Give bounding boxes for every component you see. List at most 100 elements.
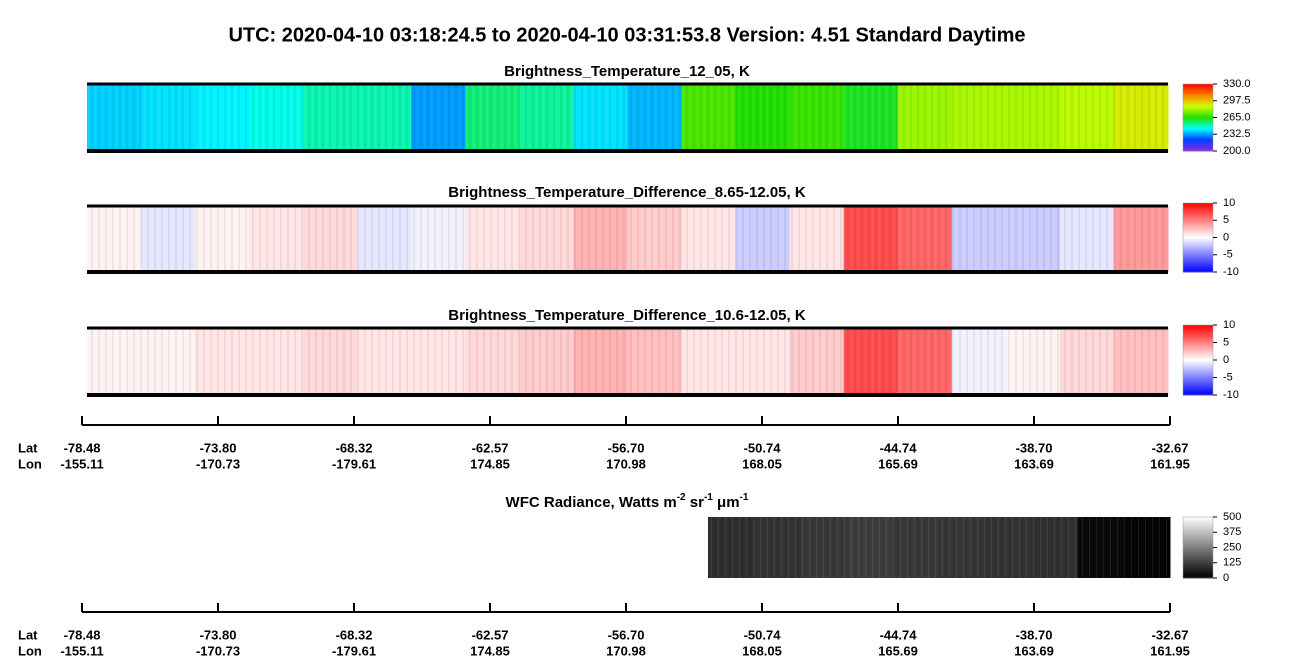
colorbar-cell (1183, 114, 1213, 116)
colorbar-tick-label: 5 (1223, 336, 1229, 348)
colorbar-cell (1183, 361, 1213, 363)
colorbar-cell (1183, 541, 1213, 543)
title-part: sr (686, 494, 705, 511)
colorbar-tick-label: 297.5 (1223, 95, 1251, 107)
colorbar-cell (1183, 547, 1213, 550)
colorbar-cell (1183, 142, 1213, 144)
colorbar-cell (1183, 576, 1213, 579)
colorbar-cell (1183, 209, 1213, 212)
colorbar-cell (1183, 121, 1213, 124)
colorbar-cell (1183, 563, 1213, 566)
lat-label: -62.57 (472, 440, 509, 455)
colorbar-cell (1183, 140, 1213, 143)
colorbar-cell (1183, 525, 1213, 527)
lon-label: -179.61 (332, 456, 376, 471)
colorbar-cell (1183, 364, 1213, 367)
superscript: -1 (704, 492, 713, 503)
lon-label: 168.05 (742, 643, 782, 658)
colorbar-cell (1183, 333, 1213, 335)
colorbar-cell (1183, 216, 1213, 219)
colorbar-cell (1183, 564, 1213, 567)
colorbar-cell (1183, 143, 1213, 145)
lon-label: -170.73 (196, 456, 240, 471)
colorbar-cell (1183, 517, 1213, 519)
colorbar-cell (1183, 343, 1213, 346)
colorbar-cell (1183, 89, 1213, 92)
lat-label: -56.70 (608, 627, 645, 642)
colorbar-cell (1183, 110, 1213, 113)
colorbar-cell (1183, 349, 1213, 352)
colorbar-cell (1183, 102, 1213, 105)
colorbar-tick-label: 265.0 (1223, 111, 1251, 123)
lon-label: 163.69 (1014, 456, 1054, 471)
colorbar-cell (1183, 571, 1213, 574)
lon-label: 161.95 (1150, 456, 1190, 471)
colorbar-cell (1183, 247, 1213, 250)
colorbar-cell (1183, 537, 1213, 539)
colorbar-cell (1183, 557, 1213, 560)
colorbar-cell (1183, 555, 1213, 558)
colorbar-cell (1183, 348, 1213, 350)
superscript: -2 (677, 492, 686, 503)
colorbar-cell (1183, 351, 1213, 354)
colorbar-tick-label: 375 (1223, 526, 1241, 538)
colorbar-cell (1183, 326, 1213, 328)
colorbar-cell (1183, 203, 1213, 205)
colorbar-cell (1183, 99, 1213, 102)
lat-label: -32.67 (1152, 627, 1189, 642)
colorbar-cell (1183, 205, 1213, 207)
colorbar-tick-label: 125 (1223, 557, 1241, 569)
panel-title: Brightness_Temperature_12_05, K (504, 63, 750, 80)
colorbar-cell (1183, 526, 1213, 528)
colorbar-cell (1183, 530, 1213, 532)
colorbar-cell (1183, 551, 1213, 554)
colorbar-cell (1183, 356, 1213, 359)
colorbar-cell (1183, 128, 1213, 131)
colorbar-cell (1183, 149, 1213, 152)
colorbar-cell (1183, 339, 1213, 341)
colorbar-cell (1183, 354, 1213, 356)
colorbar-cell (1183, 570, 1213, 573)
colorbar-cell (1183, 115, 1213, 117)
colorbar-cell (1183, 377, 1213, 380)
colorbar-cell (1183, 96, 1213, 98)
colorbar-cell (1183, 565, 1213, 568)
colorbar-cell (1183, 222, 1213, 225)
colorbar-cell (1183, 357, 1213, 360)
colorbar-cell (1183, 269, 1213, 272)
colorbar-tick-label: 232.5 (1223, 128, 1251, 140)
colorbar-cell (1183, 518, 1213, 520)
colorbar-cell (1183, 568, 1213, 571)
colorbar-cell (1183, 242, 1213, 244)
colorbar-cell (1183, 133, 1213, 135)
lon-label: 174.85 (470, 643, 510, 658)
colorbar-cell (1183, 232, 1213, 235)
texture (708, 517, 1170, 578)
lon-label: -170.73 (196, 643, 240, 658)
colorbar-cell (1183, 270, 1213, 273)
colorbar-cell (1183, 386, 1213, 389)
lat-label: -44.74 (880, 627, 918, 642)
colorbar-cell (1183, 365, 1213, 368)
colorbar-cell (1183, 108, 1213, 111)
colorbar-cell (1183, 559, 1213, 562)
colorbar-cell (1183, 374, 1213, 376)
colorbar-cell (1183, 224, 1213, 227)
colorbar-cell (1183, 123, 1213, 125)
colorbar-tick-label: 5 (1223, 214, 1229, 226)
superscript: -1 (740, 492, 749, 503)
colorbar-cell (1183, 97, 1213, 100)
title-part: WFC Radiance, Watts m (506, 494, 677, 511)
lat-label: -73.80 (200, 440, 237, 455)
panel-title: Brightness_Temperature_Difference_8.65-1… (448, 184, 806, 201)
colorbar-cell (1183, 126, 1213, 129)
colorbar-cell (1183, 138, 1213, 141)
colorbar-cell (1183, 95, 1213, 97)
colorbar-cell (1183, 124, 1213, 126)
colorbar-tick-label: 250 (1223, 541, 1241, 553)
colorbar-cell (1183, 574, 1213, 577)
colorbar-cell (1183, 552, 1213, 555)
colorbar-cell (1183, 389, 1213, 391)
colorbar-cell (1183, 263, 1213, 266)
